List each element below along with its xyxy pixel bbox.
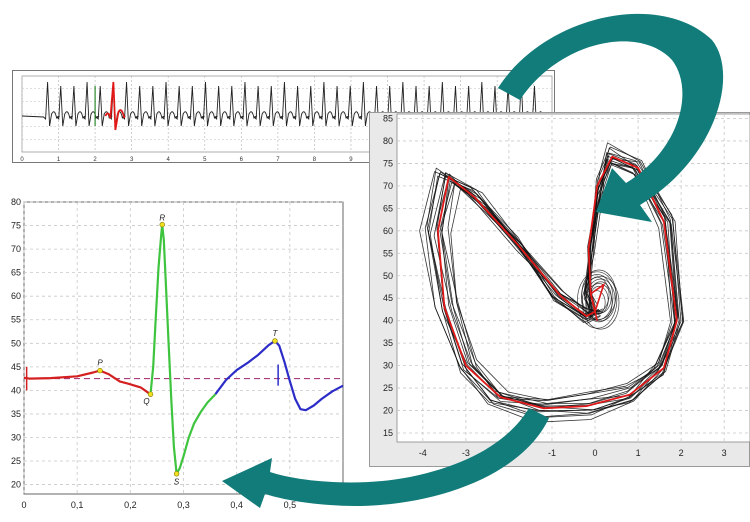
phase-loop-panel: 152025303540455055606570758085-4-3-2-101… xyxy=(369,112,750,467)
loop-y-tick-label: 25 xyxy=(383,383,393,393)
beat-y-tick-label: 55 xyxy=(11,315,21,325)
loop-x-tick-label: -4 xyxy=(419,448,427,458)
beat-y-tick-label: 65 xyxy=(11,268,21,278)
loop-x-tick-label: 2 xyxy=(679,448,684,458)
beat-x-tick-label: 0,2 xyxy=(124,500,137,510)
loop-trajectory xyxy=(428,147,684,418)
loop-inner-trajectory xyxy=(585,283,613,323)
beat-segment-qrs xyxy=(149,223,217,475)
beat-y-tick-label: 75 xyxy=(11,221,21,231)
loop-x-tick-label: -3 xyxy=(462,448,470,458)
loop-trajectory xyxy=(441,161,679,404)
beat-y-tick-label: 70 xyxy=(11,244,21,254)
loop-y-tick-label: 85 xyxy=(383,113,393,123)
loop-y-tick-label: 20 xyxy=(383,406,393,416)
loop-inner-trajectory xyxy=(581,275,620,330)
strip-x-tick-label: 0 xyxy=(20,157,24,163)
strip-x-tick-label: 2 xyxy=(93,157,97,163)
beat-y-tick-label: 50 xyxy=(11,338,21,348)
beat-x-tick-label: 0 xyxy=(21,500,26,510)
beat-y-tick-label: 20 xyxy=(11,480,21,490)
loop-y-tick-label: 40 xyxy=(383,316,393,326)
upper-arrow xyxy=(498,13,724,223)
beat-point-t xyxy=(272,338,278,344)
loop-plot-area xyxy=(396,113,750,443)
loop-x-tick-label: 1 xyxy=(636,448,641,458)
beat-label-s: S xyxy=(174,478,180,487)
loop-y-tick-label: 30 xyxy=(383,361,393,371)
beat-point-r xyxy=(159,221,165,228)
loop-y-tick-label: 55 xyxy=(383,248,393,258)
beat-y-tick-label: 25 xyxy=(11,456,21,466)
loop-x-tick-label: 0 xyxy=(593,448,598,458)
loop-y-tick-label: 35 xyxy=(383,338,393,348)
beat-x-tick-label: 0,1 xyxy=(71,500,84,510)
loop-inner-trajectory xyxy=(577,271,618,329)
strip-highlighted-beat xyxy=(104,81,126,131)
loop-x-tick-label: 3 xyxy=(722,448,727,458)
loop-inner-trajectory xyxy=(584,276,610,313)
strip-x-tick-label: 7 xyxy=(276,157,280,163)
beat-label-q: Q xyxy=(143,397,149,406)
loop-y-tick-label: 45 xyxy=(383,293,393,303)
beat-segment-pq xyxy=(23,369,152,396)
beat-segment-st-t xyxy=(214,339,344,412)
loop-trajectory xyxy=(436,158,680,407)
loop-y-tick-label: 15 xyxy=(383,428,393,438)
loop-y-tick-label: 75 xyxy=(383,158,393,168)
beat-point-s xyxy=(173,471,180,477)
loop-y-tick-label: 50 xyxy=(383,271,393,281)
loop-inner-trajectory xyxy=(581,269,617,320)
loop-y-tick-label: 65 xyxy=(383,203,393,213)
loop-x-tick-label: -1 xyxy=(548,448,556,458)
beat-y-tick-label: 45 xyxy=(11,362,21,372)
lower-arrow xyxy=(222,408,549,508)
phase-loop-chart: 152025303540455055606570758085-4-3-2-101… xyxy=(369,112,750,467)
loop-highlighted-inner xyxy=(589,282,606,321)
strip-x-tick-label: 6 xyxy=(240,157,244,163)
beat-label-r: R xyxy=(159,214,165,223)
beat-x-tick-label: 0,5 xyxy=(284,500,297,510)
single-beat-chart: 20 25 30 35 40 45 50 55 60 65 70 75 80 0 0,1 0,2 0,3 0,4 0… xyxy=(3,189,348,517)
beat-point-q xyxy=(147,391,154,397)
strip-x-tick-label: 9 xyxy=(349,157,353,163)
loop-inner-trajectory xyxy=(589,281,612,314)
loop-y-tick-label: 60 xyxy=(383,226,393,236)
loop-y-tick-label: 70 xyxy=(383,181,393,191)
beat-x-tick-label: 0,4 xyxy=(230,500,243,510)
beat-label-p: P xyxy=(97,359,103,368)
strip-x-tick-label: 4 xyxy=(167,157,171,163)
beat-y-tick-label: 60 xyxy=(11,291,21,301)
beat-x-tick-label: 0,3 xyxy=(177,500,190,510)
loop-highlighted-trajectory xyxy=(437,155,678,410)
strip-x-tick-label: 3 xyxy=(130,157,134,163)
beat-y-tick-label: 35 xyxy=(11,409,21,419)
strip-x-tick-label: 8 xyxy=(313,157,317,163)
strip-x-tick-label: 1 xyxy=(57,157,61,163)
beat-point-p xyxy=(97,367,103,374)
beat-y-tick-label: 30 xyxy=(11,432,21,442)
beat-label-t: T xyxy=(273,329,279,338)
loop-inner-trajectory xyxy=(588,290,606,316)
beat-y-tick-label: 80 xyxy=(11,197,21,207)
strip-x-tick-label: 5 xyxy=(203,157,207,163)
loop-y-tick-label: 80 xyxy=(383,136,393,146)
loop-inner-trajectory xyxy=(585,278,616,322)
single-beat-panel: 20 25 30 35 40 45 50 55 60 65 70 75 80 0 0,1 0,2 0,3 0,4 0… xyxy=(3,189,348,517)
beat-y-tick-label: 40 xyxy=(11,385,21,395)
